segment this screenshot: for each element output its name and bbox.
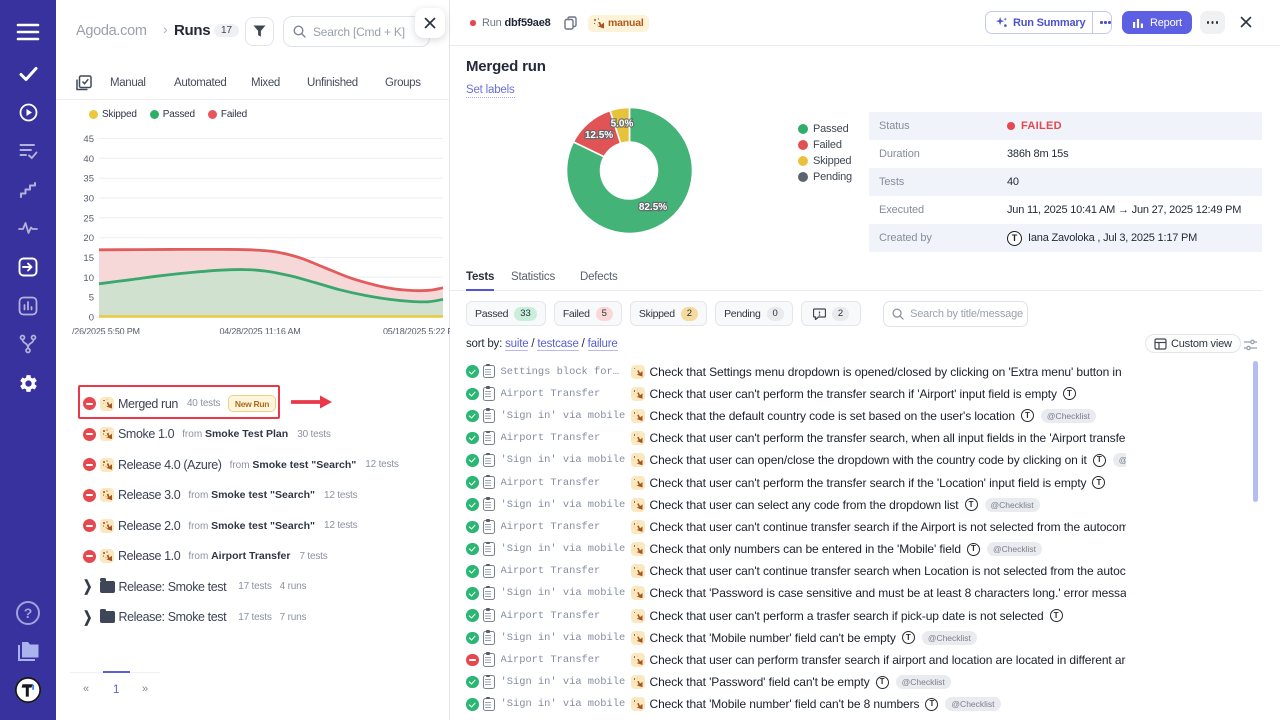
svg-text:35: 35	[83, 174, 94, 185]
svg-text:10: 10	[83, 273, 94, 284]
svg-text:45: 45	[83, 134, 94, 145]
svg-text:82.5%: 82.5%	[639, 202, 667, 213]
svg-text:25: 25	[83, 213, 94, 224]
svg-text:15: 15	[83, 253, 94, 264]
svg-text:12.5%: 12.5%	[585, 130, 613, 141]
svg-text:20: 20	[83, 233, 94, 244]
svg-text:5.0%: 5.0%	[611, 119, 634, 130]
svg-text:0: 0	[89, 313, 94, 324]
svg-text:05/18/2025 5:22 PM: 05/18/2025 5:22 PM	[383, 327, 450, 335]
svg-text:30: 30	[83, 194, 94, 205]
svg-text:40: 40	[83, 154, 94, 165]
svg-text:04/28/2025 11:16 AM: 04/28/2025 11:16 AM	[219, 327, 300, 335]
svg-text:/26/2025 5:50 PM: /26/2025 5:50 PM	[72, 327, 140, 335]
svg-text:5: 5	[89, 293, 94, 304]
svg-text:?: ?	[24, 605, 33, 621]
